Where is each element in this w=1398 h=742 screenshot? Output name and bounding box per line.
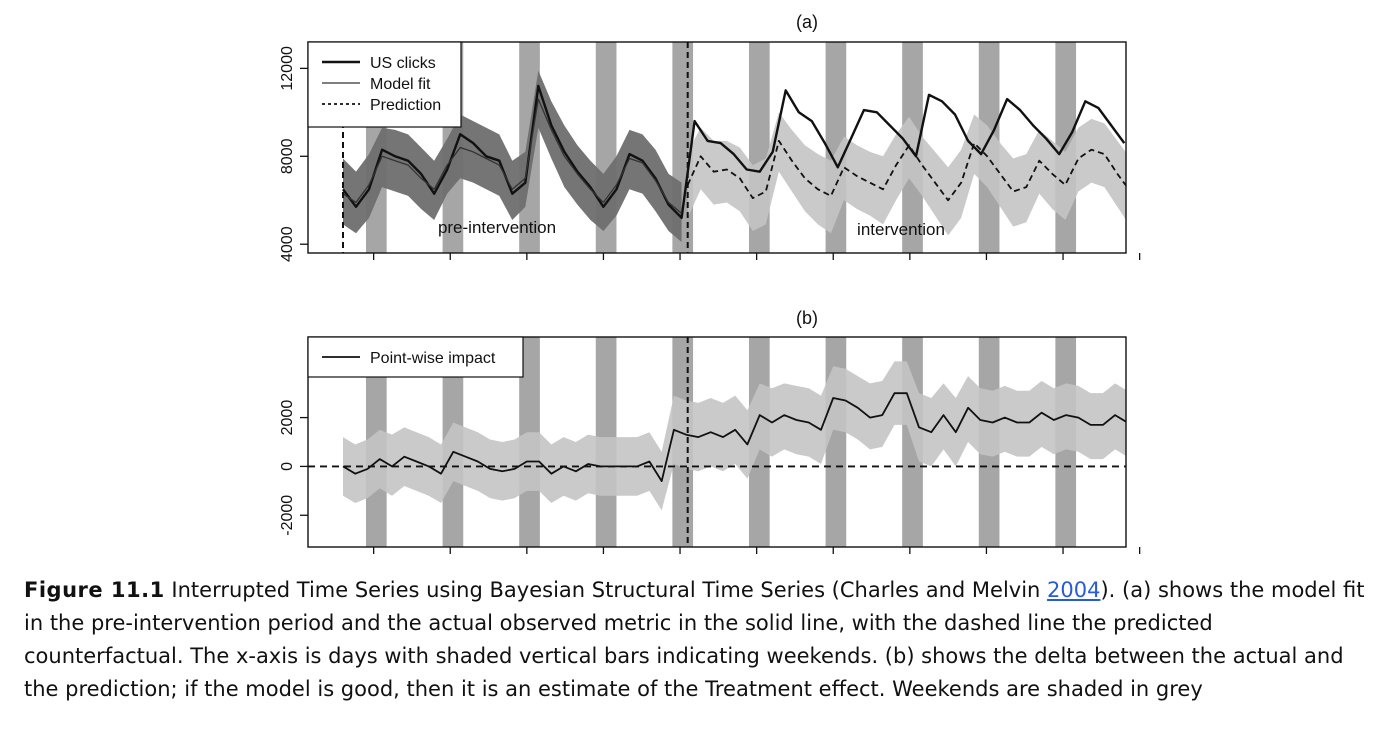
panel-a: 4000 8000 12000 (a) pre-intervention inter… (279, 12, 1153, 262)
lines-b (308, 337, 1126, 547)
legend-b: Point-wise impact (307, 336, 524, 378)
panel-b: -2000 0 2000 (b) Point-wise impact (279, 308, 1153, 554)
y-tick-label: -2000 (279, 495, 296, 536)
figure-11-1: 4000 8000 12000 (a) pre-intervention inter… (279, 12, 1153, 554)
point-wise-impact-line (342, 392, 1126, 482)
pre-intervention-label: pre-intervention (438, 218, 556, 237)
legend-label: US clicks (370, 55, 436, 72)
intervention-label: intervention (857, 220, 945, 239)
panel-a-title: (a) (796, 12, 818, 32)
caption-text-before: Interrupted Time Series using Bayesian S… (164, 578, 1048, 602)
frame-a (307, 41, 1127, 254)
legend-a: US clicks Model fit Prediction (307, 41, 462, 128)
us-clicks-line (342, 84, 1126, 219)
caption-text-after: ). (a) shows the model fit in the pre-in… (24, 578, 1365, 701)
plot-frame (307, 41, 1127, 254)
citation-link[interactable]: 2004 (1047, 578, 1101, 602)
frame-b (307, 336, 1127, 548)
prediction-line (686, 140, 1126, 202)
figure-caption: Figure 11.1 Interrupted Time Series usin… (24, 574, 1374, 706)
legend-box (307, 41, 462, 128)
weekend-bar (1132, 42, 1153, 253)
legend-label: Prediction (370, 97, 441, 114)
bands-b (343, 361, 1126, 511)
y-tick-label: 0 (279, 462, 296, 471)
panel-b-title: (b) (796, 308, 818, 328)
y-tick-label: 8000 (279, 138, 296, 174)
legend-label: Point-wise impact (370, 350, 496, 367)
model-fit-line (342, 98, 683, 214)
impact-band (343, 361, 1126, 511)
plot-frame (307, 336, 1127, 548)
weekend-bar (1132, 337, 1153, 547)
y-tick-label: 4000 (279, 226, 296, 262)
legend-label: Model fit (370, 76, 431, 93)
y-tick-label: 2000 (279, 400, 296, 436)
lines-a (342, 42, 1126, 253)
axes-b: -2000 0 2000 (279, 400, 1141, 554)
y-tick-label: 12000 (279, 46, 296, 91)
figure-label: Figure 11.1 (24, 578, 165, 602)
prediction-band (687, 112, 1126, 236)
axes-a: 4000 8000 12000 (279, 46, 1141, 262)
